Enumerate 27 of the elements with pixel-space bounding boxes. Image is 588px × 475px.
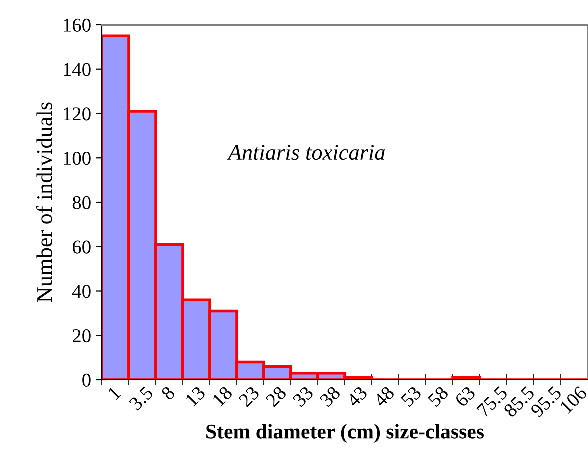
y-axis-title: Number of individuals xyxy=(36,102,52,302)
x-tick-label: 23 xyxy=(238,386,260,408)
y-tick-label: 40 xyxy=(72,285,91,298)
x-axis-title: Stem diameter (cm) size-classes xyxy=(206,424,484,444)
x-tick-label: 28 xyxy=(265,386,288,408)
y-tick-label: 60 xyxy=(72,240,91,254)
y-tick-label: 100 xyxy=(64,152,91,166)
x-tick-label: 3.5 xyxy=(128,386,154,412)
y-tick-label: 140 xyxy=(64,63,91,76)
x-tick-label: 1 xyxy=(108,386,122,400)
y-tick-label: 0 xyxy=(82,374,91,387)
x-tick-label: 53 xyxy=(400,386,422,408)
x-tick-label: 43 xyxy=(346,386,368,408)
x-tick-label: 13 xyxy=(185,386,206,408)
y-tick-label: 160 xyxy=(64,18,91,32)
x-tick-label: 38 xyxy=(319,386,342,408)
x-tick-label: 33 xyxy=(292,386,314,408)
x-tick-label: 63 xyxy=(454,386,476,408)
x-tick-label: 58 xyxy=(428,386,450,408)
y-tick-label: 120 xyxy=(64,108,91,121)
x-tick-label: 8 xyxy=(160,386,176,401)
y-tick-label: 80 xyxy=(72,196,91,210)
x-tick-label: 18 xyxy=(212,386,234,408)
annotation: Antiaris toxicaria xyxy=(227,145,385,160)
x-tick-label: 48 xyxy=(373,386,396,408)
y-tick-label: 20 xyxy=(72,329,91,343)
x-tick-label: 106 xyxy=(560,386,588,414)
